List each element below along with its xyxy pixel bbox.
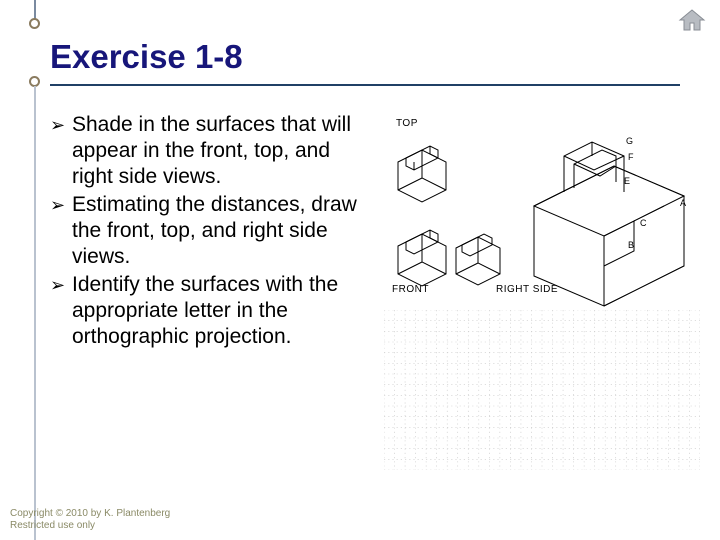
surface-label: C <box>640 218 647 228</box>
list-item: ➢ Identify the surfaces with the appropr… <box>50 272 370 350</box>
decor-dot <box>29 18 40 29</box>
footer-restriction: Restricted use only <box>10 520 170 532</box>
dot-grid <box>384 310 700 470</box>
decor-vbar-bottom <box>34 86 36 540</box>
surface-label: F <box>628 152 634 162</box>
bullet-text: Identify the surfaces with the appropria… <box>72 272 370 350</box>
footer: Copyright © 2010 by K. Plantenberg Restr… <box>10 508 170 532</box>
footer-copyright: Copyright © 2010 by K. Plantenberg <box>10 508 170 520</box>
title-rule <box>50 84 680 86</box>
surface-label: A <box>680 198 686 208</box>
bullet-arrow-icon: ➢ <box>50 272 72 298</box>
list-item: ➢ Estimating the distances, draw the fro… <box>50 192 370 270</box>
title-block: Exercise 1-8 <box>50 38 680 86</box>
surface-label: B <box>628 240 634 250</box>
view-label-top: TOP <box>396 118 418 129</box>
surface-label: E <box>624 176 630 186</box>
bullet-arrow-icon: ➢ <box>50 112 72 138</box>
bullet-arrow-icon: ➢ <box>50 192 72 218</box>
figure-panel: TOP FRONT RIGHT SIDE A B C E F G <box>384 110 700 474</box>
home-icon[interactable] <box>678 8 706 32</box>
decor-vbar-top <box>34 0 36 20</box>
list-item: ➢ Shade in the surfaces that will appear… <box>50 112 370 190</box>
bullet-list: ➢ Shade in the surfaces that will appear… <box>50 112 370 352</box>
page-title: Exercise 1-8 <box>50 38 680 82</box>
view-label-right: RIGHT SIDE <box>496 284 558 295</box>
slide: Exercise 1-8 ➢ Shade in the surfaces tha… <box>0 0 720 540</box>
bullet-text: Estimating the distances, draw the front… <box>72 192 370 270</box>
bullet-text: Shade in the surfaces that will appear i… <box>72 112 370 190</box>
surface-label: G <box>626 136 633 146</box>
isometric-diagram: TOP FRONT RIGHT SIDE A B C E F G <box>384 110 700 310</box>
view-label-front: FRONT <box>392 284 429 295</box>
